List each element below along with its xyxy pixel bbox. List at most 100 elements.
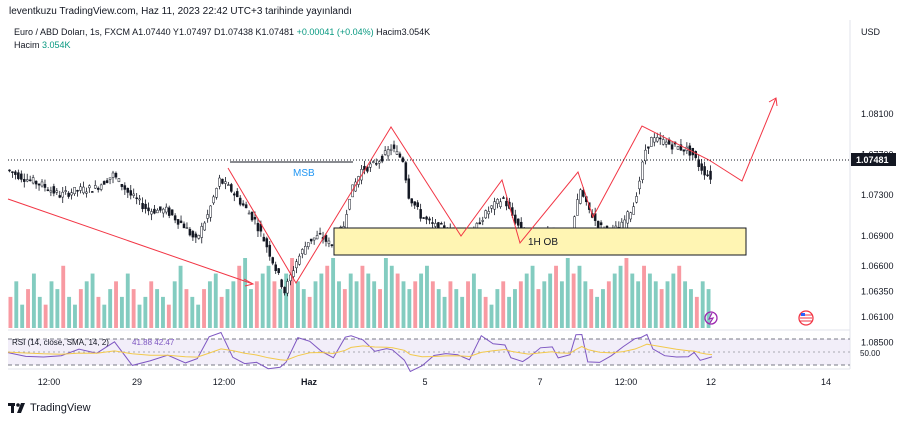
candle [688, 142, 692, 161]
candle [156, 208, 159, 214]
time-tick-label: 5 [422, 377, 427, 387]
time-tick-label: Haz [301, 377, 318, 387]
candle [372, 160, 375, 164]
volume-bar [389, 265, 394, 328]
candle [265, 236, 269, 253]
candle [499, 198, 502, 209]
volume-bar [689, 289, 693, 328]
candle [514, 209, 517, 225]
candle [11, 171, 14, 178]
volume-bar [125, 273, 130, 328]
candle [88, 184, 91, 193]
volume-bar [653, 281, 658, 328]
volume-bar [143, 296, 148, 328]
volume-bar [131, 289, 136, 328]
candle [173, 213, 177, 224]
candle [20, 170, 23, 183]
candle [120, 183, 124, 191]
volume-bar [636, 281, 641, 328]
volume-bar [196, 304, 201, 328]
volume-bar [436, 289, 441, 328]
candle [162, 207, 165, 218]
candle [644, 144, 647, 165]
candle [679, 138, 683, 152]
candle [377, 159, 381, 169]
candle [395, 145, 399, 155]
candle [197, 234, 201, 240]
candle [34, 180, 38, 189]
volume-bar [26, 289, 30, 328]
volume-bar [583, 281, 588, 328]
candle [431, 216, 434, 228]
volume-bar [149, 281, 154, 328]
volume-bar [606, 281, 611, 328]
candle [274, 261, 277, 274]
candle [401, 156, 405, 163]
candle [410, 198, 414, 207]
time-tick-label: 12:00 [213, 377, 236, 387]
volume-bar [612, 273, 617, 328]
volume-bar [67, 296, 72, 328]
volume-bar [266, 265, 271, 328]
volume-label[interactable]: Hacim [14, 40, 40, 50]
volume-bar [301, 289, 306, 328]
candle [682, 149, 686, 156]
candle [576, 193, 579, 216]
currency-label[interactable]: USD [861, 27, 881, 37]
candle [108, 177, 112, 185]
candle [126, 187, 130, 198]
trend-arrow-line[interactable] [7, 198, 254, 285]
symbol-legend: Euro / ABD Doları, 1s, FXCM A1.07440 Y1.… [14, 27, 430, 50]
trend-drawings[interactable] [7, 97, 778, 287]
time-tick-label: 29 [132, 377, 142, 387]
volume-bar [243, 258, 248, 328]
candle [170, 209, 174, 216]
candle [8, 169, 11, 173]
candle [37, 183, 41, 191]
candle [188, 227, 192, 237]
flash-icon[interactable] [704, 311, 718, 325]
candle [667, 137, 671, 145]
volume-bar [184, 289, 189, 328]
candle [135, 192, 138, 205]
candle [416, 200, 419, 210]
candle [324, 233, 328, 247]
symbol-name[interactable]: Euro / ABD Doları, 1s, FXCM [14, 27, 131, 37]
brand-name: TradingView [30, 402, 91, 414]
volume-bar [108, 289, 113, 328]
volume-bar [190, 296, 195, 328]
candle [298, 253, 301, 266]
rsi-label[interactable]: RSI (14, close, SMA, 14, 2) [12, 338, 109, 347]
volume-bar [278, 289, 283, 328]
candle [318, 227, 322, 235]
tradingview-brand[interactable]: TradingView [8, 402, 91, 414]
volume-bar [219, 296, 224, 328]
candle [221, 178, 224, 185]
volume-bar [460, 296, 465, 328]
candle [117, 178, 121, 183]
volume-bar [225, 289, 230, 328]
time-tick-label: 12:00 [38, 377, 61, 387]
candle [383, 146, 387, 156]
candle [141, 197, 144, 213]
volume-bar [642, 265, 646, 328]
order-block-zone[interactable] [333, 227, 747, 256]
wave-path[interactable] [227, 97, 777, 284]
volume-bar [319, 273, 324, 328]
candle [404, 160, 408, 184]
volume-bar [595, 296, 600, 328]
us-flag-icon[interactable] [798, 310, 814, 326]
volume-bar [231, 281, 236, 328]
candle [40, 179, 44, 188]
candle [91, 190, 94, 193]
volume-bar [383, 258, 388, 328]
volume-bar [366, 273, 371, 328]
candle [375, 158, 378, 166]
volume-bar [378, 289, 382, 328]
candle [235, 188, 239, 198]
candle [425, 215, 428, 225]
rsi-level-label: 50.00 [860, 349, 881, 358]
candle [159, 206, 162, 213]
time-axis-ticks: 12:00 29 12:00 Haz 5 7 12:00 12 14 [38, 377, 831, 387]
